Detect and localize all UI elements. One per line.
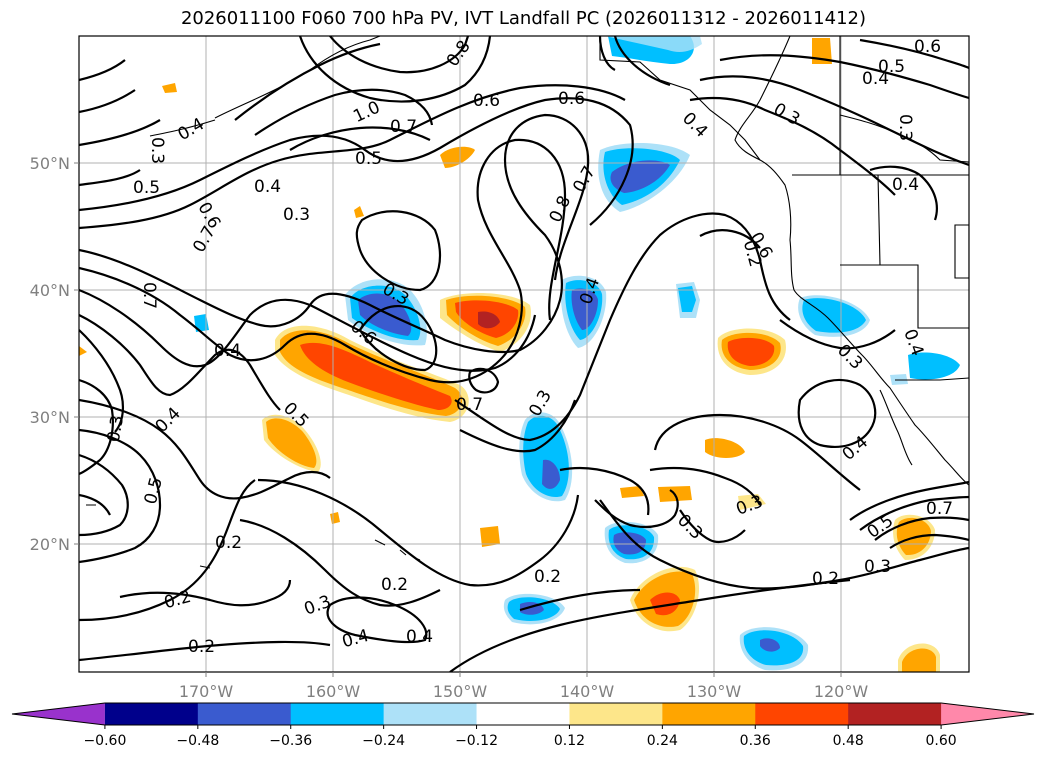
contour-label: 0.2 <box>381 575 408 595</box>
contour-label: 0.7 <box>139 282 159 309</box>
colorbar-segment <box>755 703 849 725</box>
colorbar-tick-label: −0.12 <box>455 733 498 749</box>
contour-label: 0.2 <box>215 533 242 553</box>
map-title: 2026011100 F060 700 hPa PV, IVT Landfall… <box>180 8 867 29</box>
colorbar-segment <box>941 703 1034 725</box>
contour-label: 0.3 <box>895 114 915 141</box>
latitude-label: 50°N <box>30 154 70 173</box>
contour-label: 0.2 <box>188 637 215 657</box>
gridlines <box>79 36 969 672</box>
contour-label: 0.6 <box>558 89 585 109</box>
latitude-label: 40°N <box>30 281 70 300</box>
longitude-label: 150°W <box>433 682 488 701</box>
contour-label: 0.4 <box>892 175 919 195</box>
colorbar-tick-label: 0.36 <box>740 733 771 749</box>
colorbar-tick-label: 0.24 <box>647 733 678 749</box>
contour-label: 0.5 <box>355 149 382 169</box>
contour-label: 0.7 <box>926 499 953 519</box>
contour-label: 0.3 <box>864 557 891 577</box>
longitude-label: 140°W <box>560 682 615 701</box>
longitude-labels: 170°W 160°W 150°W 140°W 130°W 120°W <box>179 682 869 701</box>
contour-label: 0.5 <box>133 178 160 198</box>
colorbar-tick-label: 0.48 <box>833 733 864 749</box>
contour-label: 0.3 <box>283 205 310 225</box>
map-area: 0.8 0.6 0.5 0.4 0.6 0.5 0.4 0.3 0.4 1.0 … <box>79 36 969 672</box>
colorbar-tick-label: −0.48 <box>176 733 219 749</box>
contour-label: 0.5 <box>878 57 905 77</box>
contour-label: 0.7 <box>390 117 417 137</box>
colorbar-segment <box>569 703 663 725</box>
colorbar-segment <box>290 703 385 725</box>
colorbar-tick-label: 0.60 <box>926 733 957 749</box>
pv-contours <box>79 36 969 672</box>
colorbar-segment <box>662 703 756 725</box>
colorbar-tick-label: −0.60 <box>83 733 126 749</box>
colorbar-tick-label: −0.36 <box>269 733 312 749</box>
longitude-label: 160°W <box>306 682 361 701</box>
contour-label: 0.4 <box>254 177 281 197</box>
contour-label: 0.3 <box>104 414 128 444</box>
longitude-label: 120°W <box>814 682 869 701</box>
latitude-label: 20°N <box>30 535 70 554</box>
contour-label: 0.6 <box>473 91 500 111</box>
latitude-label: 30°N <box>30 408 70 427</box>
map-frame <box>78 35 970 673</box>
colorbar-tick-label: 0.12 <box>554 733 585 749</box>
contour-label: 0.6 <box>914 37 941 57</box>
axis-ticks <box>74 162 842 677</box>
colorbar-segment <box>12 703 105 725</box>
longitude-label: 130°W <box>687 682 742 701</box>
contour-label: 0.4 <box>862 69 889 89</box>
colorbar-labels: −0.60 −0.48 −0.36 −0.24 −0.12 0.12 0.24 0.36 0.4… <box>83 725 957 749</box>
contour-label: 0.4 <box>214 341 241 361</box>
colorbar <box>11 702 1035 726</box>
colorbar-segment <box>104 703 199 725</box>
contour-label: 0.7 <box>456 395 483 415</box>
longitude-label: 170°W <box>179 682 234 701</box>
latitude-labels: 50°N 40°N 30°N 20°N <box>30 154 70 554</box>
colorbar-segment <box>383 703 478 725</box>
colorbar-segment <box>476 703 570 725</box>
contour-label: 0.2 <box>534 567 561 587</box>
shaded-field <box>79 36 960 672</box>
contour-label: 0.2 <box>812 569 839 589</box>
colorbar-segment <box>848 703 942 725</box>
contour-label: 0.4 <box>406 627 433 647</box>
colorbar-tick-label: −0.24 <box>362 733 405 749</box>
contour-label: 0.3 <box>147 137 167 164</box>
colorbar-segment <box>197 703 292 725</box>
